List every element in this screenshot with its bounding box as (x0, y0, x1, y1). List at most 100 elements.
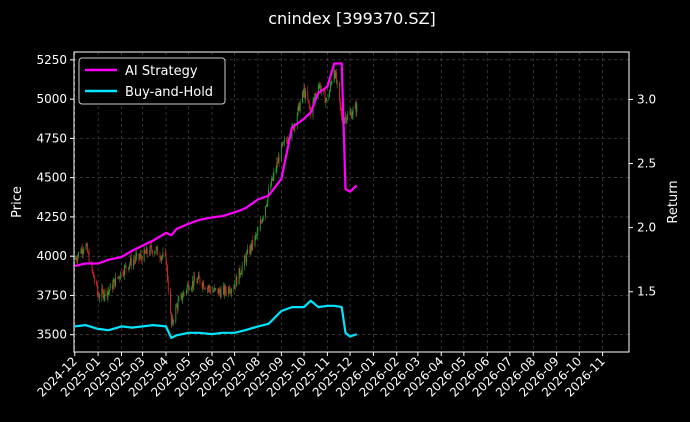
candle-body (254, 236, 256, 246)
candle-body (276, 162, 278, 170)
candle-body (204, 288, 206, 290)
candle-body (91, 263, 93, 270)
candle-body (212, 291, 214, 293)
candle-body (351, 114, 353, 119)
candle-body (325, 99, 327, 103)
candle-body (228, 287, 230, 294)
candle-body (249, 249, 251, 254)
candle-body (97, 292, 99, 296)
candle-body (215, 288, 217, 290)
candle-body (182, 297, 184, 300)
candle-body (218, 289, 220, 295)
candle-body (308, 100, 309, 103)
candle-body (150, 246, 152, 247)
candle-body (133, 260, 135, 262)
candle-body (191, 280, 193, 288)
candle-body (297, 106, 299, 115)
candle-body (102, 290, 104, 299)
candle-body (96, 281, 98, 285)
candle-body (256, 235, 257, 236)
candle-body (234, 285, 236, 287)
candle-body (213, 288, 215, 292)
candle-body (240, 274, 242, 276)
candle-body (175, 306, 177, 322)
candle-body (188, 289, 190, 291)
candle-body (330, 82, 332, 84)
legend-label-ai-strategy: AI Strategy (125, 64, 198, 79)
candle-body (98, 295, 100, 299)
y-axis-right-label: Return (666, 180, 681, 223)
candle-body (271, 178, 273, 186)
candle-body (235, 276, 237, 287)
candle-body (138, 253, 140, 259)
candle-body (261, 221, 263, 223)
y-left-tick-label: 4000 (36, 249, 67, 263)
candle-body (154, 252, 156, 254)
candle-body (204, 288, 205, 289)
candle-body (318, 86, 320, 88)
candle-body (350, 112, 352, 114)
candle-body (283, 140, 285, 143)
candle-body (307, 91, 309, 101)
candle-body (302, 91, 303, 103)
candle-body (308, 102, 310, 107)
candle-body (246, 249, 248, 254)
candle-body (265, 205, 267, 207)
y-axis-left-label: Price (10, 186, 25, 218)
candle-body (219, 291, 221, 298)
candle-body (236, 276, 238, 285)
candle-body (82, 251, 84, 254)
x-axis: 2024-122025-012025-022025-032025-042025-… (35, 352, 608, 400)
candle-body (178, 298, 180, 301)
candle-body (170, 291, 171, 313)
candle-body (262, 216, 264, 219)
candle-body (255, 235, 257, 237)
candle-body (135, 256, 137, 261)
candle-body (302, 91, 304, 94)
candle-body (201, 283, 203, 288)
candle-body (197, 275, 199, 279)
candle-body (75, 258, 76, 260)
candle-body (229, 291, 231, 293)
legend: AI Strategy Buy-and-Hold (78, 57, 226, 105)
candle-body (145, 248, 147, 254)
candle-body (197, 278, 199, 283)
candle-body (159, 255, 161, 259)
candle-body (124, 266, 125, 275)
candle-body (151, 246, 153, 251)
candle-body (133, 260, 135, 266)
candle-body (328, 96, 330, 98)
candle-body (120, 271, 122, 279)
candle-body (222, 286, 224, 290)
candle-body (176, 305, 178, 307)
candle-body (167, 280, 169, 292)
candle-body (268, 189, 270, 197)
candle-body (238, 268, 240, 285)
candle-body (114, 279, 116, 287)
candle-body (345, 116, 347, 122)
candle-body (130, 258, 132, 264)
candle-body (125, 265, 127, 269)
candle-body (176, 305, 178, 310)
candle-body (220, 289, 222, 298)
candle-body (275, 169, 277, 173)
candle-body (341, 110, 343, 120)
candle-body (106, 289, 108, 297)
candle-body (112, 282, 114, 289)
candle-body (172, 317, 174, 322)
candle-body (164, 252, 166, 254)
candle-body (122, 271, 124, 275)
candle-body (194, 276, 196, 281)
y-right-tick-label: 1.5 (637, 285, 656, 299)
candle-body (225, 286, 227, 292)
candle-body (210, 289, 211, 293)
candle-body (309, 106, 311, 109)
candle-body (345, 116, 346, 119)
candle-body (173, 321, 174, 323)
candle-body (117, 277, 119, 278)
candle-body (323, 89, 325, 91)
candle-body (124, 265, 126, 267)
candle-body (270, 185, 272, 190)
series-line-buy-and-hold (74, 299, 358, 339)
candle-body (196, 280, 198, 283)
